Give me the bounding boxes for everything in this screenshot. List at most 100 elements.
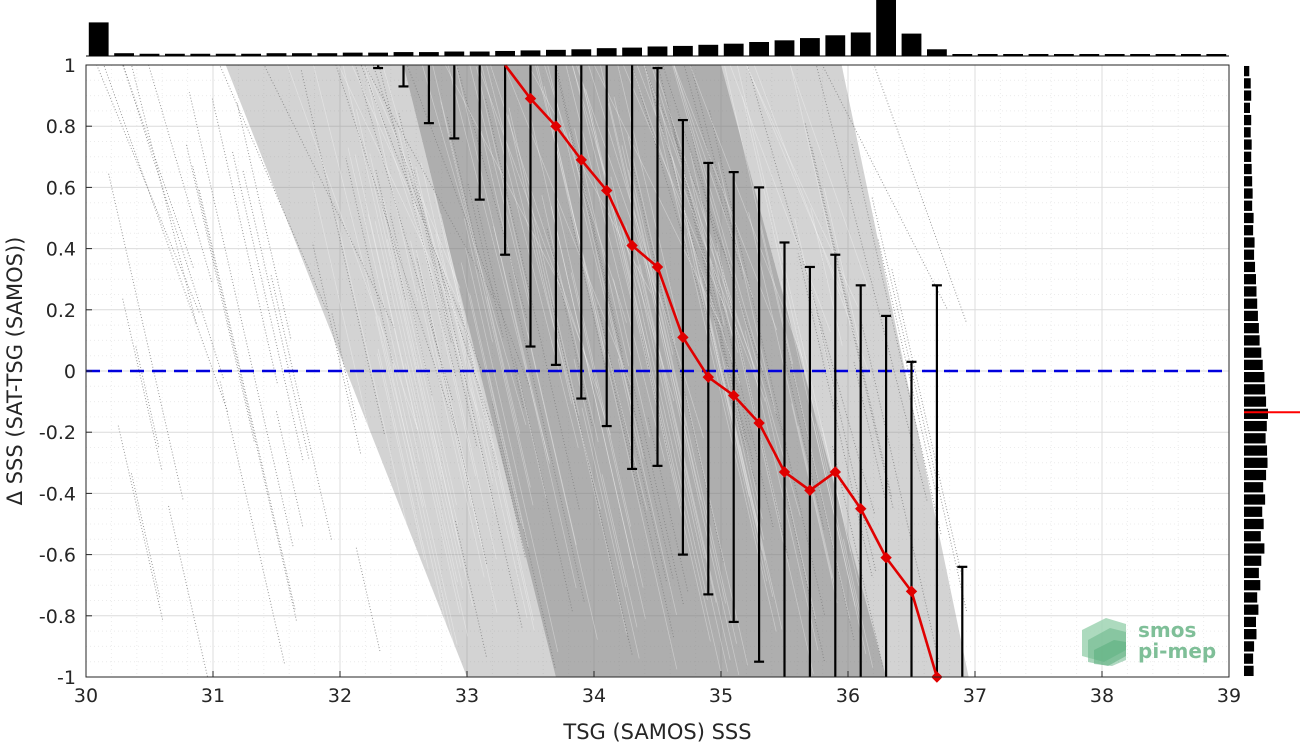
scatter-streak (631, 64, 757, 485)
scatter-streak-gap (810, 207, 843, 346)
right-hist-bar (1244, 310, 1258, 322)
scatter-streak-gap (789, 64, 869, 288)
scatter-streak-gap (689, 175, 725, 326)
top-hist-bar (876, 0, 897, 56)
scatter-streak (130, 471, 161, 598)
scatter-streak (629, 422, 667, 582)
scatter-streak (447, 131, 478, 261)
top-hist-bar (1079, 54, 1100, 56)
scatter-streak (331, 313, 357, 420)
scatter-streak (122, 64, 224, 379)
scatter-streak (467, 184, 504, 338)
scatter-streak-gap (365, 64, 461, 289)
scatter-streak (364, 64, 494, 298)
scatter-streak (782, 350, 825, 530)
scatter-streak-gap (336, 220, 430, 623)
scatter-streak-gap (645, 260, 702, 501)
right-hist-bar (1244, 396, 1267, 407)
scatter-streak-gap (729, 64, 831, 333)
scatter-streak-gap (455, 64, 550, 461)
x-tick-label: 34 (582, 685, 606, 707)
scatter-streak-gap (631, 64, 741, 385)
right-hist-bar (1244, 518, 1264, 530)
right-hist-bar (1244, 567, 1259, 579)
top-hist-bar (1028, 54, 1049, 56)
top-hist-bar (444, 51, 465, 56)
scatter-streak-gap (447, 251, 478, 381)
scatter-streak-gap (791, 403, 838, 604)
right-hist-bar (1244, 408, 1268, 419)
right-hist-bar (1244, 65, 1250, 77)
scatter-streak-gap (377, 353, 425, 560)
scatter-streak-gap (746, 64, 842, 293)
top-hist-bar (88, 22, 109, 56)
right-hist-bar (1244, 237, 1255, 248)
binned-mean-marker (651, 261, 664, 273)
scatter-streak-gap (657, 96, 724, 383)
y-tick-label: -0.2 (39, 422, 76, 444)
scatter-streak-gap (744, 330, 819, 651)
scatter-streak (117, 424, 164, 620)
scatter-streak (821, 64, 948, 309)
right-hist-bar (1244, 102, 1250, 113)
binned-mean-marker (778, 466, 791, 478)
scatter-streak (312, 242, 362, 454)
scatter-streak-gap (377, 348, 429, 569)
scatter-streak (270, 274, 332, 540)
right-hist-bar (1244, 114, 1252, 126)
x-tick-label: 37 (963, 685, 987, 707)
scatter-streak-gap (490, 64, 612, 436)
right-hist-bar (1244, 371, 1265, 383)
smos-pimep-watermark: smos pi-mep (1082, 618, 1216, 666)
scatter-streak-gap (543, 86, 606, 353)
scatter-streak-gap (780, 281, 856, 607)
scatter-streak-gap (823, 187, 862, 349)
scatter-streak-gap (469, 293, 524, 530)
scatter-streak-gap (583, 87, 711, 642)
scatter-streak (708, 109, 826, 615)
right-histogram (1244, 65, 1300, 677)
top-hist-bar (1053, 54, 1074, 56)
scatter-streak-gap (507, 114, 628, 635)
scatter-streak (219, 64, 327, 310)
scatter-streak (103, 64, 229, 412)
scatter-streak (389, 213, 433, 396)
top-hist-bar (545, 49, 566, 56)
scatter-streak-gap (753, 64, 872, 379)
top-hist-bar (317, 53, 338, 56)
right-hist-bar (1244, 433, 1266, 444)
scatter-streak-gap (730, 406, 762, 541)
top-hist-bar (647, 46, 668, 56)
error-bars (373, 65, 968, 677)
right-hist-bar (1244, 384, 1266, 395)
binned-mean-marker (626, 239, 638, 252)
scatter-streak-gap (418, 289, 485, 578)
top-hist-bar (952, 54, 973, 56)
right-hist-bar (1244, 580, 1261, 591)
scatter-streak (873, 64, 967, 322)
main-axes: 30 31 32 33 34 35 36 37 38 39 1 0.8 0.6 0.4 0.2 0 -0.2 -… (3, 55, 1241, 744)
scatter-streak (372, 64, 493, 426)
scatter-streak-gap (574, 128, 630, 367)
scatter-streak (397, 111, 452, 343)
scatter-streak-gap (508, 107, 580, 416)
y-tick-label: -0.4 (39, 483, 76, 505)
scatter-streak-gap (613, 96, 674, 355)
x-tick-label: 30 (74, 685, 98, 707)
scatter-streak (644, 64, 754, 462)
scatter-streak-gap (460, 262, 522, 524)
scatter-streak-gap (444, 64, 561, 286)
right-hist-bar (1244, 90, 1252, 101)
scatter-streak-gap (570, 272, 644, 588)
scatter-streak (454, 520, 487, 657)
right-hist-bar (1244, 225, 1254, 236)
scatter-streak-gap (577, 64, 650, 359)
scatter-streak-gap (686, 232, 768, 582)
right-hist-bar (1244, 506, 1263, 517)
scatter-streak-gap (486, 296, 531, 488)
y-tick-label: -0.8 (39, 606, 76, 628)
scatter-streak-gap (672, 64, 801, 517)
scatter-streak-gap (547, 64, 633, 408)
scatter-streak (554, 64, 674, 579)
scatter-streak (242, 169, 310, 459)
